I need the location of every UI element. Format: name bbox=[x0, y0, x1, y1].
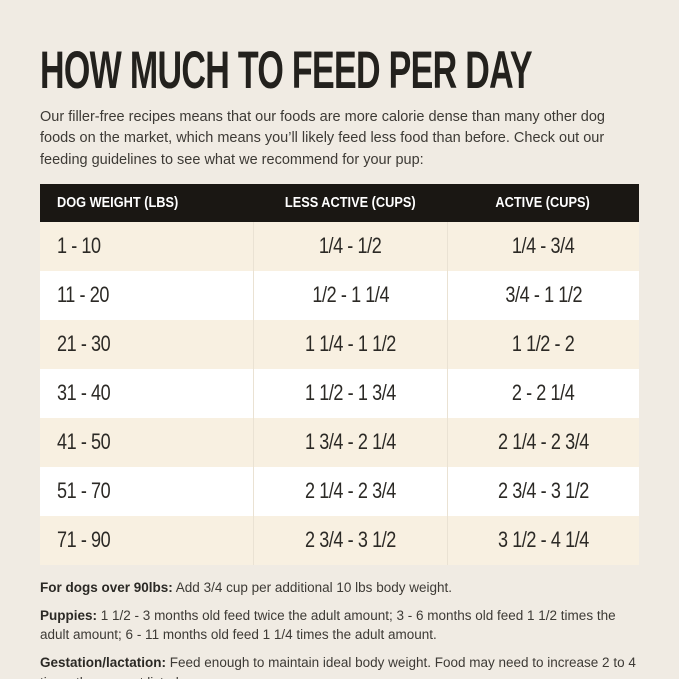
column-header-label: DOG WEIGHT (LBS) bbox=[57, 194, 179, 211]
note-label: Puppies: bbox=[40, 608, 98, 624]
cell-active: 3 1/2 - 4 1/4 bbox=[447, 515, 639, 565]
feeding-table: DOG WEIGHT (LBS) LESS ACTIVE (CUPS) ACTI… bbox=[40, 183, 639, 565]
cell-value: 1/4 - 1/2 bbox=[319, 233, 382, 259]
cell-value: 2 - 2 1/4 bbox=[512, 380, 575, 406]
note-puppies: Puppies: 1 1/2 - 3 months old feed twice… bbox=[40, 606, 639, 644]
cell-value: 71 - 90 bbox=[57, 527, 111, 553]
cell-value: 3 1/2 - 4 1/4 bbox=[498, 527, 589, 553]
cell-dog-weight: 11 - 20 bbox=[40, 282, 253, 308]
note-text: 1 1/2 - 3 months old feed twice the adul… bbox=[40, 608, 616, 643]
note-text: Feed enough to maintain ideal body weigh… bbox=[40, 655, 636, 679]
cell-value: 51 - 70 bbox=[57, 478, 111, 504]
cell-value: 11 - 20 bbox=[57, 282, 109, 308]
footnotes: For dogs over 90lbs: Add 3/4 cup per add… bbox=[40, 578, 639, 679]
cell-less-active: 1 1/4 - 1 1/2 bbox=[253, 319, 447, 369]
column-header-active: ACTIVE (CUPS) bbox=[447, 195, 639, 211]
table-row: 21 - 30 1 1/4 - 1 1/2 1 1/2 - 2 bbox=[40, 319, 639, 369]
table-header-row: DOG WEIGHT (LBS) LESS ACTIVE (CUPS) ACTI… bbox=[40, 183, 639, 222]
cell-active: 1/4 - 3/4 bbox=[447, 221, 639, 271]
cell-value: 1 1/4 - 1 1/2 bbox=[305, 331, 396, 357]
intro-text: Our filler-free recipes means that our f… bbox=[40, 109, 605, 168]
cell-active: 2 - 2 1/4 bbox=[447, 368, 639, 418]
cell-value: 31 - 40 bbox=[57, 380, 111, 406]
column-header-label: LESS ACTIVE (CUPS) bbox=[284, 194, 416, 211]
cell-less-active: 2 1/4 - 2 3/4 bbox=[253, 466, 447, 516]
note-label: Gestation/lactation: bbox=[40, 655, 167, 671]
cell-dog-weight: 71 - 90 bbox=[40, 527, 253, 553]
cell-value: 3/4 - 1 1/2 bbox=[505, 282, 582, 308]
column-header-dog-weight: DOG WEIGHT (LBS) bbox=[40, 195, 253, 211]
cell-less-active: 1 3/4 - 2 1/4 bbox=[253, 417, 447, 467]
table-row: 51 - 70 2 1/4 - 2 3/4 2 3/4 - 3 1/2 bbox=[40, 466, 639, 516]
cell-less-active: 2 3/4 - 3 1/2 bbox=[253, 515, 447, 565]
cell-active: 2 1/4 - 2 3/4 bbox=[447, 417, 639, 467]
column-header-less-active: LESS ACTIVE (CUPS) bbox=[253, 195, 447, 211]
cell-active: 3/4 - 1 1/2 bbox=[447, 270, 639, 320]
table-row: 71 - 90 2 3/4 - 3 1/2 3 1/2 - 4 1/4 bbox=[40, 515, 639, 565]
cell-active: 1 1/2 - 2 bbox=[447, 319, 639, 369]
cell-dog-weight: 51 - 70 bbox=[40, 478, 253, 504]
table-row: 41 - 50 1 3/4 - 2 1/4 2 1/4 - 2 3/4 bbox=[40, 417, 639, 467]
cell-value: 1 3/4 - 2 1/4 bbox=[305, 429, 396, 455]
column-header-label: ACTIVE (CUPS) bbox=[495, 194, 591, 211]
cell-value: 41 - 50 bbox=[57, 429, 111, 455]
note-text: Add 3/4 cup per additional 10 lbs body w… bbox=[175, 579, 452, 595]
cell-dog-weight: 21 - 30 bbox=[40, 331, 253, 357]
cell-value: 2 3/4 - 3 1/2 bbox=[305, 527, 396, 553]
note-gestation-lactation: Gestation/lactation: Feed enough to main… bbox=[40, 653, 639, 679]
cell-value: 1 - 10 bbox=[57, 233, 101, 259]
note-label: For dogs over 90lbs: bbox=[40, 579, 173, 595]
cell-value: 2 1/4 - 2 3/4 bbox=[305, 478, 396, 504]
cell-value: 2 1/4 - 2 3/4 bbox=[498, 429, 589, 455]
cell-dog-weight: 31 - 40 bbox=[40, 380, 253, 406]
cell-value: 1/4 - 3/4 bbox=[512, 233, 575, 259]
page-title: HOW MUCH TO FEED PER DAY bbox=[40, 40, 533, 100]
cell-dog-weight: 41 - 50 bbox=[40, 429, 253, 455]
cell-value: 1/2 - 1 1/4 bbox=[312, 282, 389, 308]
table-row: 11 - 20 1/2 - 1 1/4 3/4 - 1 1/2 bbox=[40, 270, 639, 320]
cell-less-active: 1/2 - 1 1/4 bbox=[253, 270, 447, 320]
table-row: 31 - 40 1 1/2 - 1 3/4 2 - 2 1/4 bbox=[40, 368, 639, 418]
cell-value: 1 1/2 - 1 3/4 bbox=[305, 380, 396, 406]
cell-dog-weight: 1 - 10 bbox=[40, 233, 253, 259]
cell-active: 2 3/4 - 3 1/2 bbox=[447, 466, 639, 516]
table-row: 1 - 10 1/4 - 1/2 1/4 - 3/4 bbox=[40, 221, 639, 271]
cell-less-active: 1/4 - 1/2 bbox=[253, 221, 447, 271]
cell-value: 21 - 30 bbox=[57, 331, 111, 357]
note-over-90lbs: For dogs over 90lbs: Add 3/4 cup per add… bbox=[40, 578, 639, 597]
cell-less-active: 1 1/2 - 1 3/4 bbox=[253, 368, 447, 418]
cell-value: 1 1/2 - 2 bbox=[512, 331, 575, 357]
cell-value: 2 3/4 - 3 1/2 bbox=[498, 478, 589, 504]
